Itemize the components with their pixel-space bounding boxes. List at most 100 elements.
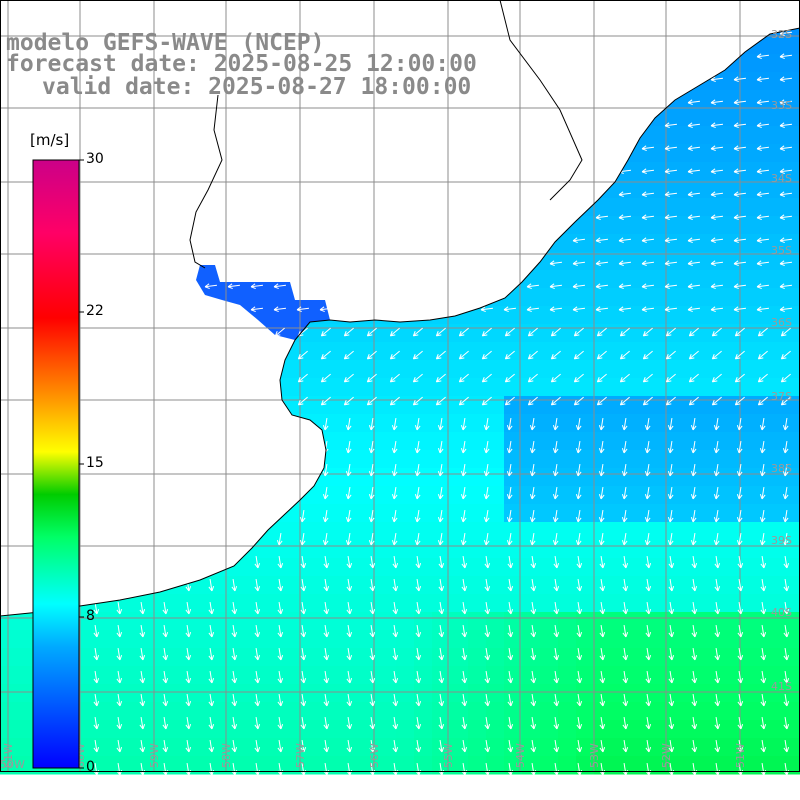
wind-speed-cell bbox=[342, 522, 361, 541]
wind-speed-cell bbox=[774, 396, 793, 415]
wind-arrow bbox=[572, 237, 586, 244]
longitude-label: 55W bbox=[442, 743, 455, 768]
wind-speed-cell bbox=[774, 144, 793, 163]
wind-arrow bbox=[530, 693, 537, 707]
wind-arrow bbox=[503, 306, 517, 313]
wind-speed-cell bbox=[576, 450, 595, 469]
wind-speed-cell bbox=[432, 594, 451, 613]
wind-speed-cell bbox=[666, 396, 685, 415]
wind-speed-cell bbox=[630, 540, 649, 559]
wind-arrow bbox=[208, 716, 215, 730]
wind-speed-cell bbox=[432, 522, 451, 541]
wind-speed-cell bbox=[720, 342, 739, 361]
wind-speed-cell bbox=[450, 432, 469, 451]
wind-speed-cell bbox=[738, 126, 757, 145]
wind-speed-cell bbox=[774, 342, 793, 361]
wind-speed-cell bbox=[630, 198, 649, 217]
wind-speed-cell bbox=[234, 630, 253, 649]
wind-speed-cell bbox=[360, 450, 379, 469]
wind-speed-cell bbox=[756, 594, 775, 613]
wind-arrow bbox=[733, 191, 747, 198]
wind-arrow bbox=[162, 624, 169, 638]
wind-speed-cell bbox=[522, 558, 541, 577]
wind-arrow bbox=[93, 647, 100, 661]
wind-arrow bbox=[642, 327, 653, 337]
wind-speed-cell bbox=[756, 630, 775, 649]
wind-arrow bbox=[549, 306, 563, 313]
wind-speed-cell bbox=[666, 414, 685, 433]
model-title: modelo GEFS-WAVE (NCEP) bbox=[6, 30, 325, 56]
wind-speed-cell bbox=[792, 234, 800, 253]
wind-arrow bbox=[644, 417, 651, 431]
wind-speed-cell bbox=[306, 396, 325, 415]
wind-speed-cell bbox=[756, 432, 775, 451]
wind-arrow bbox=[322, 417, 329, 431]
wind-speed-cell bbox=[108, 630, 127, 649]
wind-arrow bbox=[366, 396, 377, 406]
wind-speed-cell bbox=[792, 720, 800, 739]
wind-arrow bbox=[116, 601, 123, 615]
longitude-label: 57W bbox=[294, 743, 307, 768]
wind-arrow bbox=[300, 601, 307, 615]
wind-speed-cell bbox=[702, 324, 721, 343]
wind-arrow bbox=[227, 283, 241, 290]
wind-speed-cell bbox=[468, 324, 487, 343]
wind-speed-cell bbox=[216, 666, 235, 685]
wind-speed-cell bbox=[576, 522, 595, 541]
wind-speed-cell bbox=[648, 702, 667, 721]
wind-arrow bbox=[711, 396, 722, 406]
wind-speed-cell bbox=[792, 486, 800, 505]
wind-arrow bbox=[553, 739, 560, 753]
wind-speed-cell bbox=[702, 738, 721, 757]
wind-speed-cell bbox=[684, 216, 703, 235]
wind-arrow bbox=[779, 260, 793, 267]
wind-speed-cell bbox=[756, 378, 775, 397]
wind-speed-cell bbox=[684, 180, 703, 199]
wind-speed-cell bbox=[0, 756, 19, 775]
wind-speed-cell bbox=[540, 342, 559, 361]
wind-arrow bbox=[733, 214, 747, 221]
wind-speed-cell bbox=[666, 252, 685, 271]
wind-arrow bbox=[415, 601, 422, 615]
wind-arrow bbox=[645, 624, 652, 638]
wind-speed-cell bbox=[756, 756, 775, 775]
wind-speed-cell bbox=[126, 648, 145, 667]
wind-speed-cell bbox=[558, 630, 577, 649]
wind-speed-cell bbox=[720, 72, 739, 91]
wind-speed-cell bbox=[198, 738, 217, 757]
wind-speed-cell bbox=[90, 630, 109, 649]
wind-speed-cell bbox=[270, 738, 289, 757]
wind-speed-cell bbox=[540, 324, 559, 343]
wind-speed-cell bbox=[144, 702, 163, 721]
wind-arrow bbox=[737, 693, 744, 707]
wind-speed-cell bbox=[378, 522, 397, 541]
wind-speed-cell bbox=[702, 198, 721, 217]
wind-speed-cell bbox=[378, 684, 397, 703]
wind-speed-cell bbox=[738, 666, 757, 685]
wind-arrow bbox=[733, 145, 747, 152]
wind-arrow bbox=[667, 509, 674, 523]
land-polygon bbox=[0, 0, 800, 616]
wind-speed-cell bbox=[468, 630, 487, 649]
wind-speed-cell bbox=[432, 684, 451, 703]
wind-speed-cell bbox=[630, 270, 649, 289]
wind-arrow bbox=[760, 693, 767, 707]
wind-speed-cell bbox=[648, 396, 667, 415]
wind-speed-cell bbox=[774, 450, 793, 469]
wind-speed-cell bbox=[630, 684, 649, 703]
wind-speed-cell bbox=[756, 72, 775, 91]
wind-speed-cell bbox=[234, 684, 253, 703]
wind-speed-cell bbox=[450, 666, 469, 685]
wind-speed-cell bbox=[684, 450, 703, 469]
wind-arrow bbox=[737, 555, 744, 569]
wind-arrow bbox=[530, 739, 537, 753]
wind-speed-cell bbox=[576, 702, 595, 721]
wind-speed-cell bbox=[666, 216, 685, 235]
wind-arrow bbox=[572, 283, 586, 290]
wind-speed-cell bbox=[234, 702, 253, 721]
wind-arrow bbox=[204, 283, 218, 290]
wind-arrow bbox=[322, 463, 329, 477]
wind-speed-cell bbox=[234, 666, 253, 685]
wind-arrow bbox=[277, 716, 284, 730]
wind-speed-cell bbox=[468, 576, 487, 595]
